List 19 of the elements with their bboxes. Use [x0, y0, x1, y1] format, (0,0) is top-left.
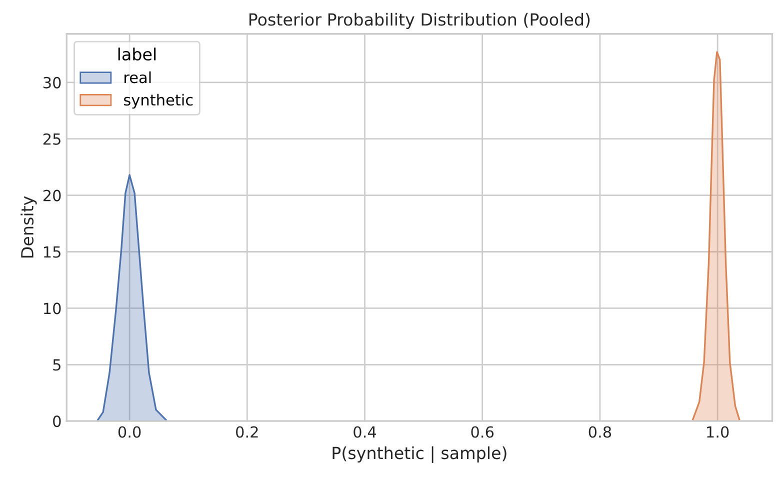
x-axis-title: P(synthetic | sample) — [332, 446, 506, 463]
x-tick-label: 0.8 — [588, 426, 612, 438]
y-tick-label: 15 — [44, 246, 60, 258]
x-tick-label: 0.4 — [354, 426, 376, 438]
y-tick-label: 5 — [53, 359, 60, 371]
y-axis-title: Density — [20, 196, 37, 258]
x-tick-label: 0.6 — [471, 426, 494, 438]
x-tick-label: 0.2 — [236, 426, 258, 438]
legend-title: label — [118, 48, 156, 61]
legend-label: synthetic — [124, 94, 193, 109]
y-tick-label: 30 — [44, 76, 61, 88]
y-tick-label: 10 — [44, 302, 61, 314]
y-tick-label: 0 — [53, 416, 61, 428]
chart-title: Posterior Probability Distribution (Pooled) — [249, 12, 590, 30]
x-tick-label: 1.0 — [707, 426, 729, 438]
y-tick-label: 20 — [43, 190, 61, 202]
legend-label: real — [124, 71, 151, 84]
y-tick-label: 25 — [43, 133, 60, 145]
x-tick-label: 0.0 — [118, 426, 141, 438]
